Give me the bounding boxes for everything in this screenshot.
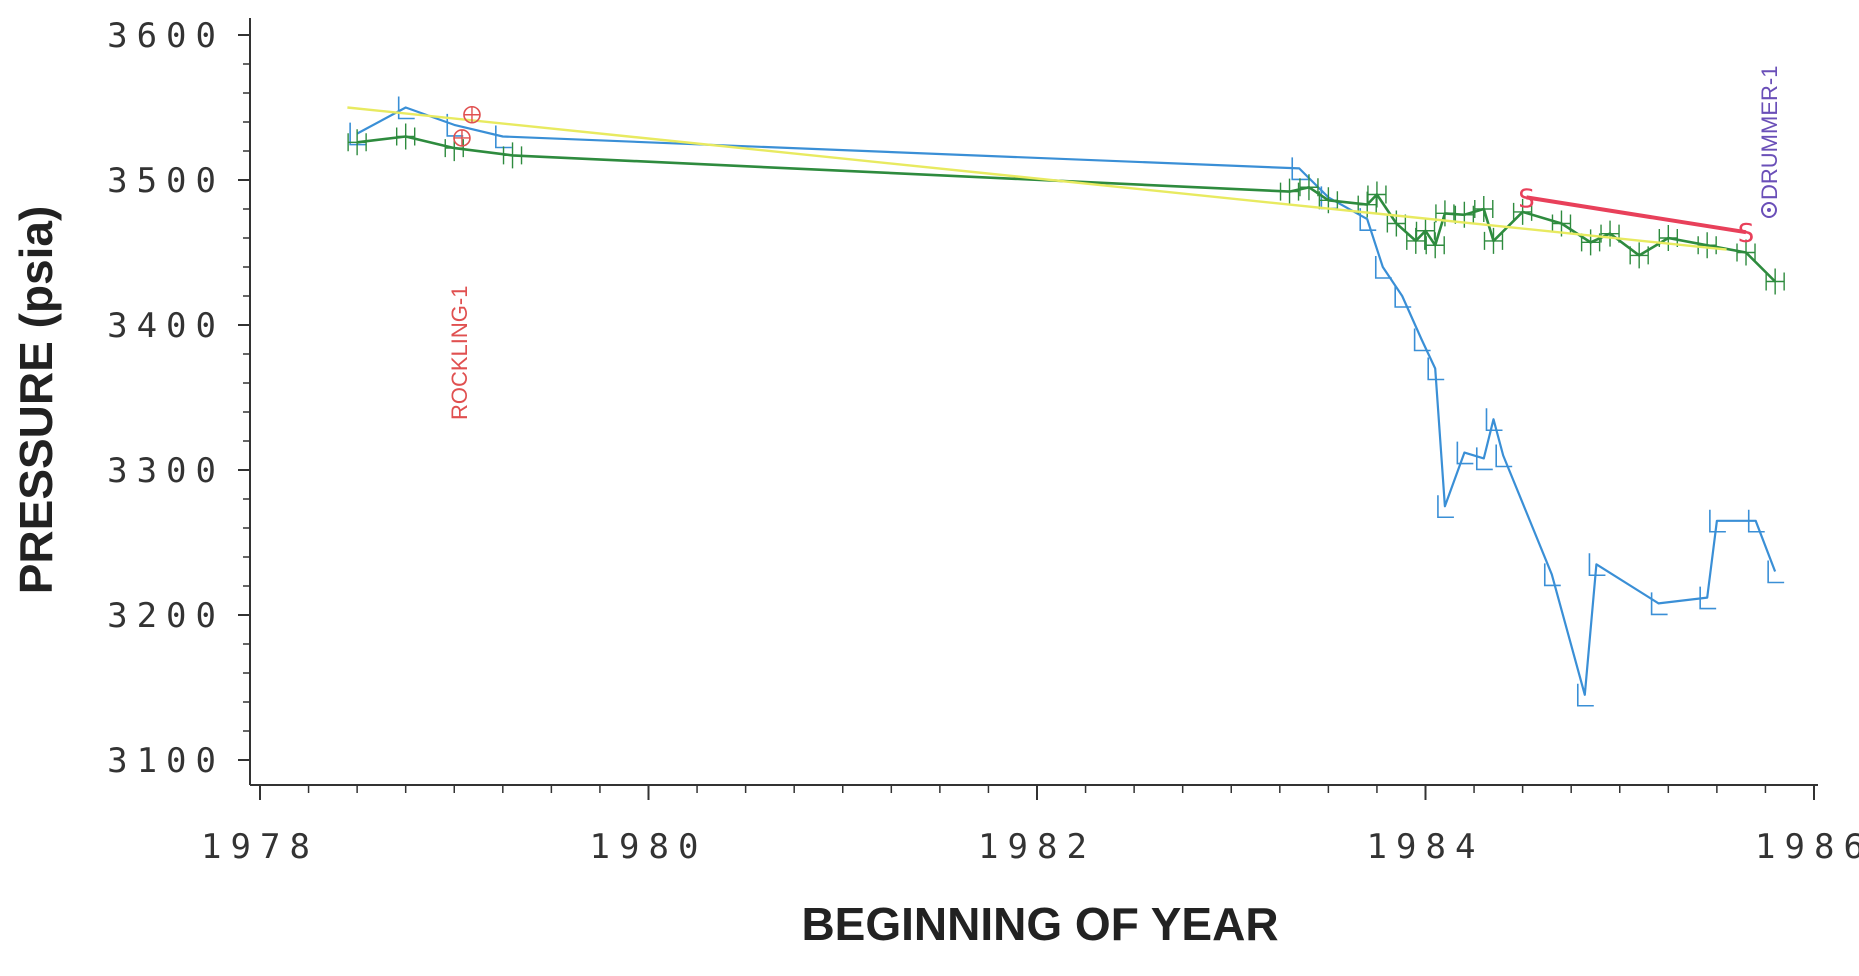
series-point — [502, 142, 523, 169]
series-point — [1495, 444, 1513, 468]
y-tick-label: 3300 — [107, 451, 225, 491]
series-line-3 — [1526, 195, 1747, 235]
series-point — [1512, 198, 1533, 225]
series-point — [446, 113, 464, 137]
x-tick-label: 1980 — [590, 827, 708, 867]
series-point — [1485, 408, 1503, 432]
x-tick-label: 1986 — [1755, 827, 1859, 867]
x-ticks: 1978 1980 1982 1984 1986 — [201, 785, 1859, 867]
x-tick-label: 1978 — [201, 827, 319, 867]
series-point — [1427, 357, 1445, 381]
series-point — [1483, 227, 1504, 254]
y-tick-label: 3400 — [107, 306, 225, 346]
series-point — [347, 129, 367, 156]
series-point — [1747, 509, 1765, 533]
series-point — [1658, 225, 1679, 251]
rockling-1-well-cross — [463, 106, 480, 123]
x-tick-label: 1982 — [978, 827, 1096, 867]
series-point — [1291, 157, 1309, 181]
y-tick-label: 3600 — [107, 16, 225, 56]
series-point — [1709, 509, 1726, 533]
series-point — [1650, 592, 1668, 616]
drummer-1-well-dot — [1767, 208, 1771, 212]
series-point — [1736, 239, 1756, 266]
series-point — [1437, 495, 1454, 519]
series-point — [1475, 447, 1493, 471]
series-point — [1413, 328, 1431, 352]
series-line-2 — [347, 106, 1727, 251]
series-point — [1543, 563, 1561, 587]
series-point — [444, 135, 464, 162]
series-point — [1357, 191, 1377, 218]
annotation-drummer-1: DRUMMER-1 — [1757, 66, 1782, 200]
series-point — [1456, 441, 1474, 465]
series-point — [1318, 187, 1339, 214]
x-tick-label: 1984 — [1367, 827, 1485, 867]
series-point — [1629, 242, 1649, 269]
series-point — [1697, 232, 1717, 259]
series-point: S — [1518, 184, 1535, 214]
series-point — [1699, 586, 1717, 610]
series-point — [1425, 232, 1445, 259]
series-point — [395, 123, 416, 150]
series-point — [1367, 181, 1387, 208]
series-point — [1359, 208, 1377, 231]
series-point — [1551, 210, 1572, 237]
series-line-0 — [356, 106, 1777, 696]
drummer-1-well-icon — [1761, 202, 1777, 218]
series-point — [1576, 683, 1594, 707]
series-point — [1279, 178, 1300, 205]
series-point — [1386, 210, 1407, 237]
series-point — [1299, 174, 1319, 201]
series-point — [397, 96, 415, 120]
x-axis-title: BEGINNING OF YEAR — [801, 898, 1278, 950]
y-tick-label: 3200 — [107, 596, 225, 636]
plot-area: 3100 3200 3300 3400 3500 3600 1978 1980 1982 198… — [107, 16, 1859, 867]
y-axis-title: PRESSURE (psia) — [10, 206, 62, 595]
series-point — [1415, 217, 1436, 244]
series-point — [495, 125, 512, 149]
series-point: S — [1738, 219, 1755, 249]
y-ticks: 3100 3200 3300 3400 3500 3600 — [107, 16, 250, 781]
series-point — [1474, 196, 1494, 222]
series-point — [1765, 268, 1785, 295]
series-layer: SS — [347, 96, 1785, 707]
series-point — [1600, 220, 1620, 247]
series-point — [1435, 200, 1455, 227]
annotation-rockling-1: ROCKLING-1 — [447, 286, 472, 420]
series-point — [1580, 229, 1601, 256]
series-point — [1454, 201, 1475, 228]
series-point — [1374, 256, 1392, 279]
rockling-1-well-cross — [453, 129, 470, 146]
series-point — [1767, 560, 1785, 584]
series-point — [1394, 285, 1412, 308]
y-tick-label: 3100 — [107, 741, 225, 781]
series-line-1 — [356, 135, 1777, 283]
series-point — [1406, 227, 1426, 254]
y-tick-label: 3500 — [107, 161, 225, 201]
series-point — [349, 122, 367, 146]
series-point — [1588, 553, 1606, 577]
